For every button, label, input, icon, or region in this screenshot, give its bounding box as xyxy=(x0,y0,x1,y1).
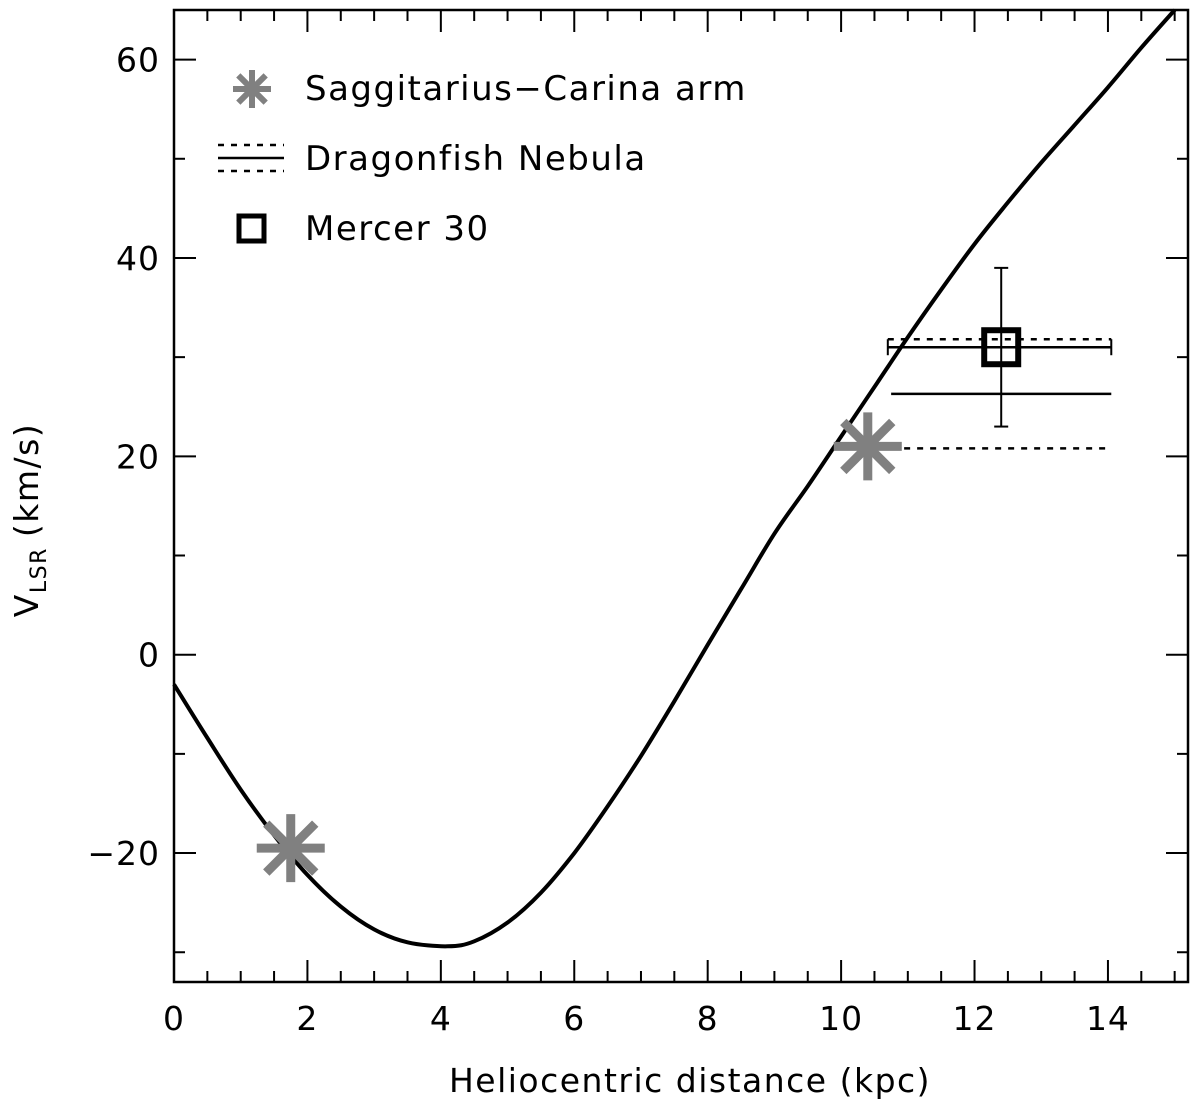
legend: Saggitarius−Carina arm Dragonfish Nebula… xyxy=(218,69,747,249)
legend-square-marker xyxy=(236,213,267,244)
legend-item-mercer30: Mercer 30 xyxy=(236,209,490,249)
x-tick-label: 8 xyxy=(697,999,719,1038)
y-tick-label: 0 xyxy=(138,636,160,675)
plot-frame xyxy=(172,8,1190,984)
x-tick-label: 12 xyxy=(953,999,997,1038)
asterisk-stroke xyxy=(840,418,896,475)
mercer30-marker xyxy=(981,327,1022,368)
rotation-curve-line xyxy=(172,8,1177,949)
y-tick-label: 20 xyxy=(116,437,160,476)
x-tick-label: 6 xyxy=(563,999,585,1038)
data-layer xyxy=(172,8,1177,949)
y-axis-label-main: V xyxy=(7,593,46,617)
x-tick-label: 10 xyxy=(819,999,863,1038)
legend-item-sagittarius-carina: Saggitarius−Carina arm xyxy=(233,69,747,109)
legend-asterisk xyxy=(233,70,271,108)
asterisk-stroke xyxy=(263,820,319,876)
x-tick-label: 2 xyxy=(296,999,318,1038)
asterisk-stroke xyxy=(236,73,268,105)
y-axis-label: VLSR (km/s) xyxy=(7,423,52,617)
sagittarius-carina-marker xyxy=(256,814,325,883)
x-tick-label: 0 xyxy=(163,999,185,1038)
x-tick-label: 4 xyxy=(430,999,452,1038)
y-axis-tick-labels: −20 0 20 40 60 xyxy=(87,41,160,873)
y-tick-label: 60 xyxy=(116,41,160,80)
y-axis-label-unit: (km/s) xyxy=(7,423,46,537)
plot-border xyxy=(172,8,1190,984)
x-axis-label: Heliocentric distance (kpc) xyxy=(449,1061,931,1100)
y-tick-label: −20 xyxy=(87,834,160,873)
x-axis-ticks xyxy=(173,10,1176,982)
legend-label-mercer30: Mercer 30 xyxy=(305,209,490,249)
y-tick-label: 40 xyxy=(116,239,160,278)
sagittarius-carina-marker xyxy=(833,412,902,481)
legend-item-dragonfish: Dragonfish Nebula xyxy=(218,139,647,179)
legend-label-dragonfish: Dragonfish Nebula xyxy=(305,139,647,179)
legend-label-sagittarius-carina: Saggitarius−Carina arm xyxy=(305,69,747,109)
legend-asterisk-marker xyxy=(233,70,271,108)
x-axis-tick-labels: 0 2 4 6 8 10 12 14 xyxy=(163,999,1130,1038)
y-axis-label-subscript: LSR xyxy=(27,547,52,593)
x-tick-label: 14 xyxy=(1086,999,1130,1038)
y-axis-ticks xyxy=(174,58,1188,954)
